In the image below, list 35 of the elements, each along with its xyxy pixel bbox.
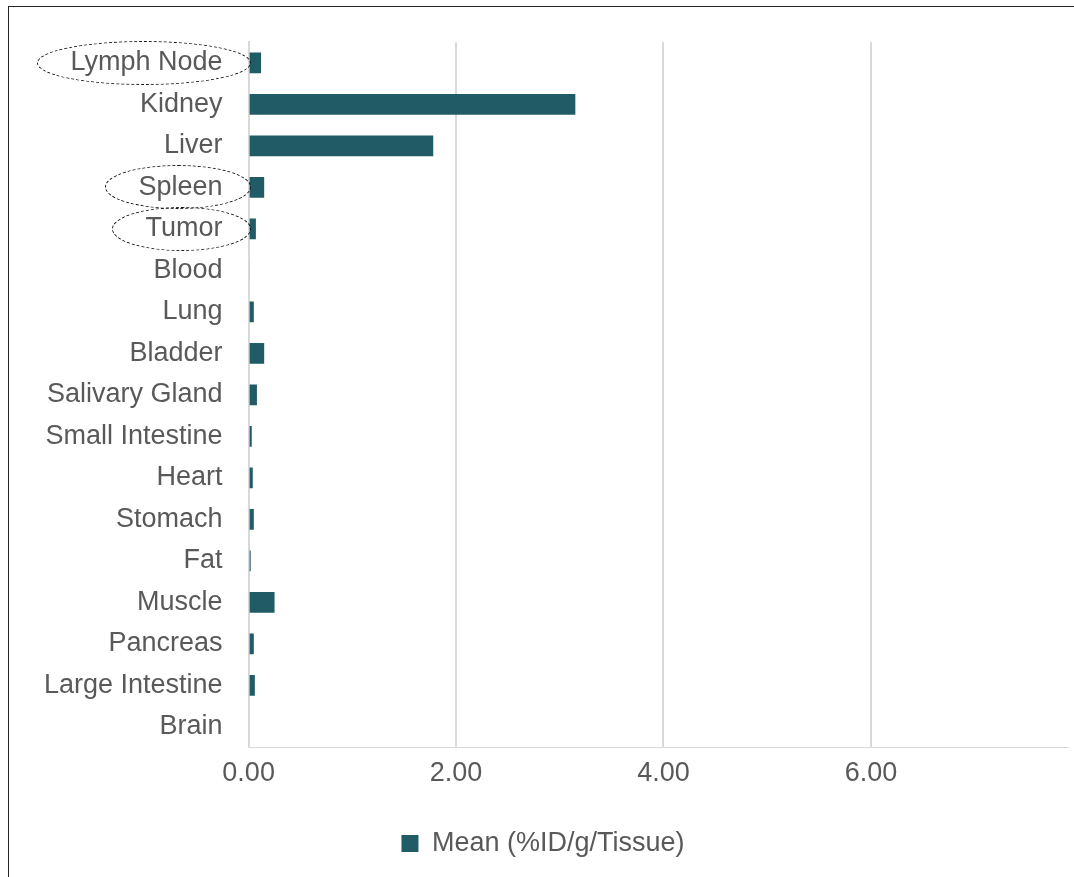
bar [249, 135, 434, 157]
bar [249, 592, 275, 613]
y-tick-label: Small Intestine [45, 419, 223, 450]
y-tick-label: Heart [156, 461, 224, 492]
x-tick-label: 2.00 [429, 757, 483, 788]
bar [249, 343, 265, 364]
bar [249, 52, 262, 74]
legend-label: Mean (%ID/g/Tissue) [431, 826, 685, 857]
y-tick-label: Salivary Gland [47, 378, 223, 409]
y-tick-label: Large Intestine [44, 668, 223, 699]
x-tick-label: 4.00 [637, 757, 690, 788]
y-tick-label: Spleen [138, 170, 223, 201]
y-tick-label: Tumor [145, 212, 223, 243]
y-tick-label: Liver [164, 129, 223, 160]
y-tick-label: Brain [159, 710, 223, 741]
x-tick-label: 0.00 [222, 757, 275, 788]
bar [249, 633, 254, 655]
y-tick-label: Muscle [137, 585, 223, 616]
bar [249, 177, 265, 198]
x-tick-label: 6.00 [844, 757, 898, 788]
y-tick-label: Lymph Node [70, 46, 223, 77]
y-tick-label: Bladder [129, 336, 223, 367]
bar [249, 674, 255, 696]
bar [249, 301, 254, 323]
y-tick-label: Lung [162, 295, 223, 326]
y-tick-label: Pancreas [108, 627, 223, 658]
bar [249, 426, 252, 447]
y-tick-label: Stomach [116, 502, 223, 533]
bar [249, 509, 254, 530]
bar [249, 467, 253, 489]
y-tick-label: Fat [183, 544, 224, 575]
y-tick-label: Kidney [140, 87, 224, 118]
bar [249, 384, 257, 406]
y-tick-label: Blood [153, 253, 223, 284]
bar [249, 94, 576, 115]
